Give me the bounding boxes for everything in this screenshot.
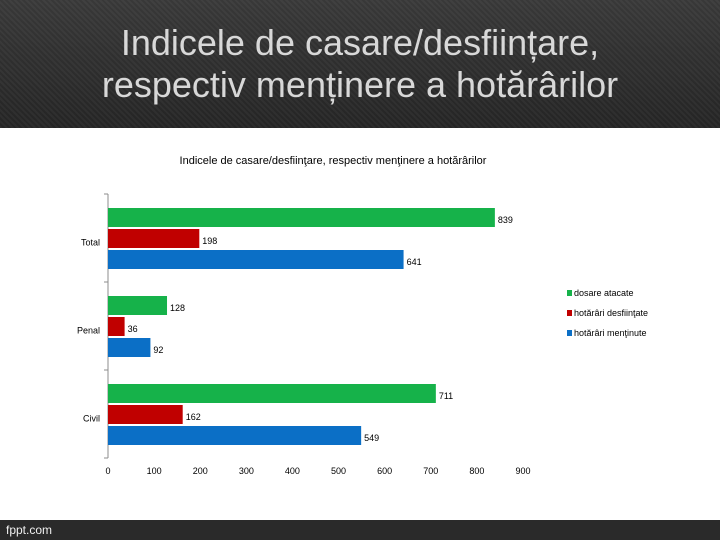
chart-legend: dosare atacate hotărâri desfiinţate hotărâ…: [567, 288, 648, 338]
legend-swatch: [567, 290, 572, 296]
bar: [108, 426, 362, 445]
category-label: Penal: [77, 326, 100, 336]
bar: [108, 250, 404, 269]
x-tick-label: 900: [515, 466, 530, 476]
legend-swatch: [567, 310, 572, 316]
legend-label: dosare atacate: [574, 288, 634, 298]
bar: [108, 384, 436, 403]
bar: [108, 405, 183, 424]
data-label: 641: [407, 257, 422, 267]
bar: [108, 229, 200, 248]
x-tick-label: 300: [239, 466, 254, 476]
bar: [108, 208, 495, 227]
slide-title-line-2: respectiv menținere a hotărârilor: [101, 64, 619, 105]
footer-bar: fppt.com: [0, 520, 720, 540]
slide-title: Indicele de casare/desființare, respecti…: [0, 22, 720, 106]
chart-bars: 839 198 641 128 36 92 711 162 549: [108, 208, 513, 445]
x-tick-label: 200: [193, 466, 208, 476]
x-tick-label: 800: [469, 466, 484, 476]
data-label: 162: [186, 412, 201, 422]
legend-swatch: [567, 330, 572, 336]
category-label: Total: [81, 238, 100, 248]
x-tick-label: 600: [377, 466, 392, 476]
x-tick-label: 700: [423, 466, 438, 476]
bar: [108, 317, 125, 336]
data-label: 36: [128, 324, 138, 334]
data-label: 839: [498, 215, 513, 225]
bar: [108, 338, 151, 357]
x-tick-label: 400: [285, 466, 300, 476]
slide-title-line-1: Indicele de casare/desființare,: [120, 22, 600, 63]
category-label: Civil: [83, 414, 100, 424]
data-label: 92: [153, 345, 163, 355]
header-band: Indicele de casare/desființare, respecti…: [0, 0, 720, 128]
data-label: 549: [364, 433, 379, 443]
legend-label: hotărâri menţinute: [574, 328, 647, 338]
data-label: 128: [170, 303, 185, 313]
legend-label: hotărâri desfiinţate: [574, 308, 648, 318]
bar-chart: Indicele de casare/desfiinţare, respecti…: [77, 155, 648, 476]
footer-logo-text: fppt.com: [6, 523, 53, 537]
bar: [108, 296, 168, 315]
x-tick-label: 0: [105, 466, 110, 476]
x-tick-label: 500: [331, 466, 346, 476]
data-label: 711: [439, 391, 453, 401]
data-label: 198: [202, 236, 217, 246]
chart-title: Indicele de casare/desfiinţare, respecti…: [180, 155, 487, 167]
x-tick-label: 100: [147, 466, 162, 476]
